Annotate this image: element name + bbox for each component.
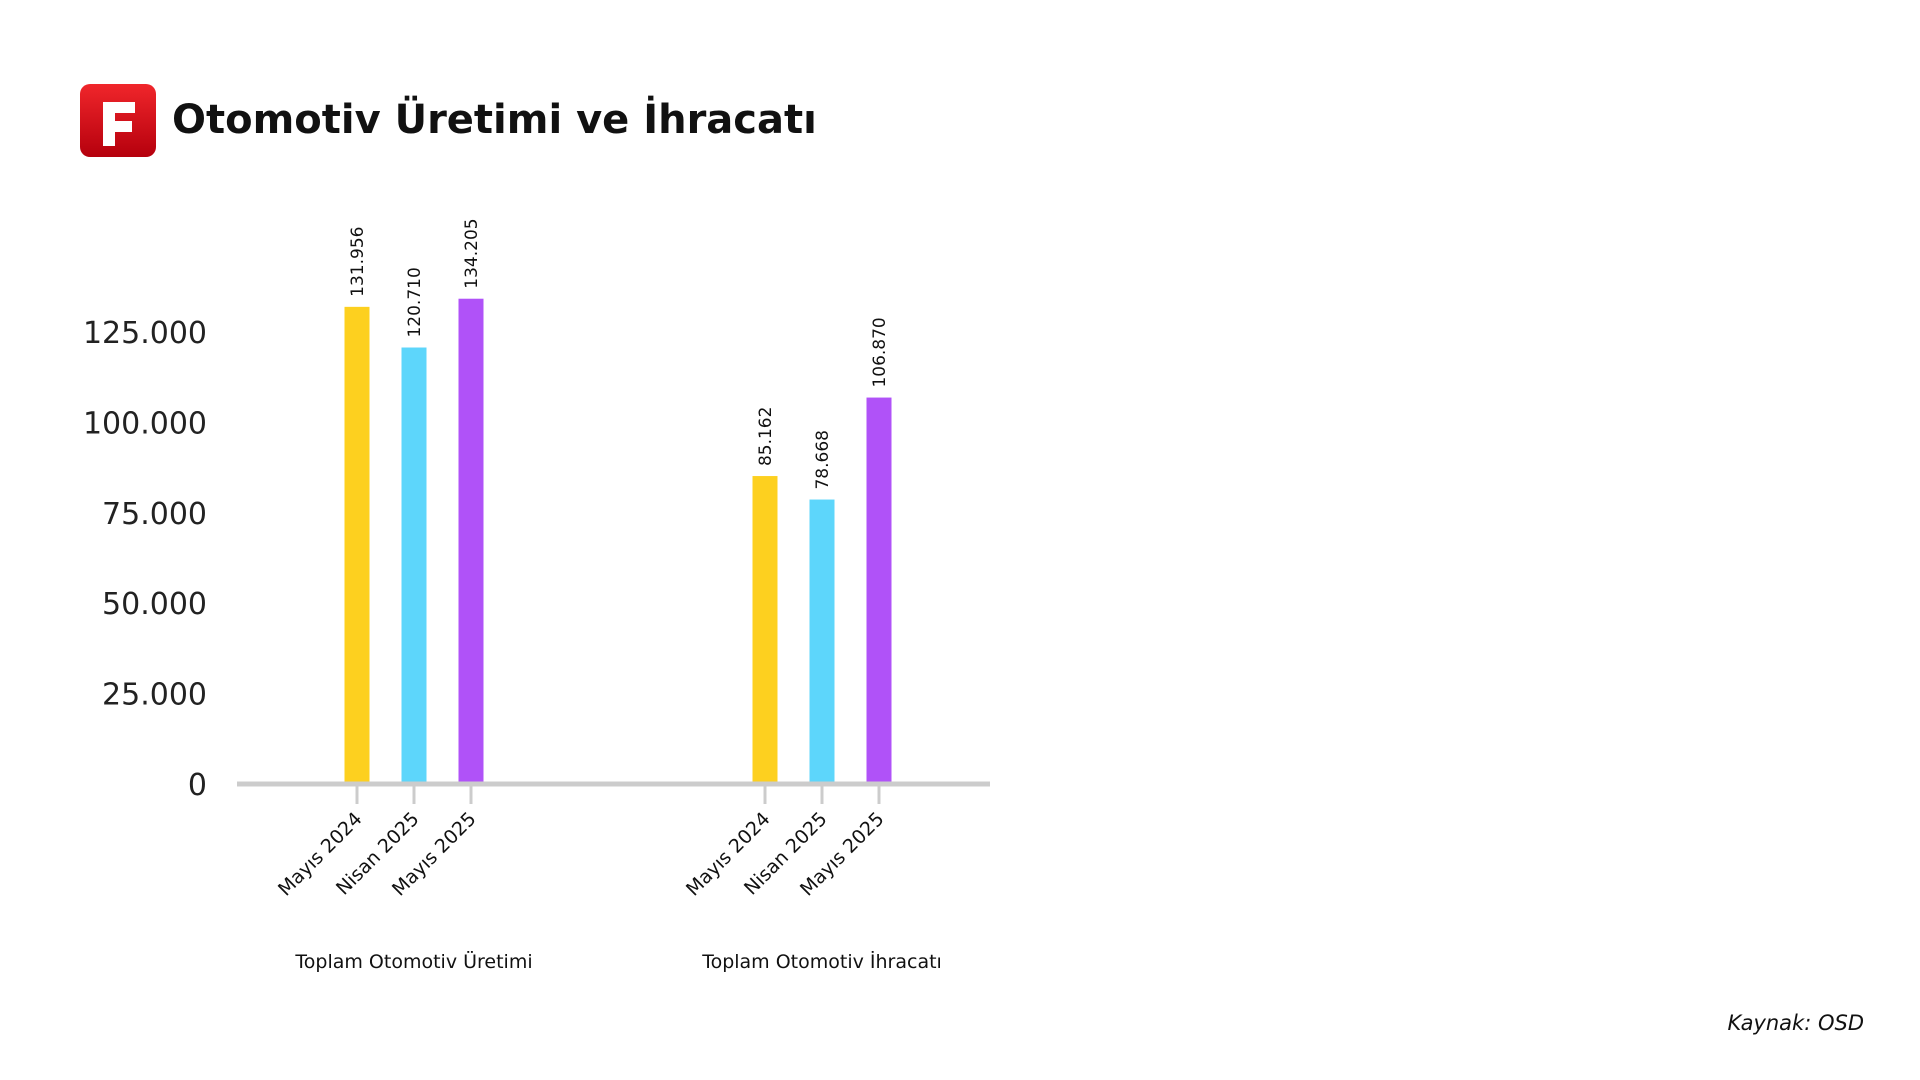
value-label: 120.710: [405, 267, 425, 337]
group-label: Toplam Otomotiv İhracatı: [701, 950, 942, 973]
y-tick-label: 100.000: [83, 406, 207, 441]
y-tick-label: 0: [188, 768, 207, 803]
value-label: 78.668: [813, 430, 833, 489]
y-tick-label: 125.000: [83, 316, 207, 351]
bar: [401, 347, 427, 784]
bar: [752, 476, 778, 784]
bar: [344, 306, 370, 784]
y-tick-label: 75.000: [102, 497, 207, 532]
chart-title: Otomotiv Üretimi ve İhracatı: [172, 95, 817, 143]
value-label: 85.162: [756, 407, 776, 466]
logo: [80, 84, 156, 157]
value-label: 106.870: [870, 317, 890, 387]
y-tick-label: 25.000: [102, 678, 207, 713]
value-label: 134.205: [462, 218, 482, 288]
bar: [866, 397, 892, 784]
y-tick-label: 50.000: [102, 587, 207, 622]
bar: [809, 499, 835, 784]
value-label: 131.956: [348, 227, 368, 297]
source: Kaynak: OSD: [1728, 1011, 1864, 1035]
bar: [458, 298, 484, 784]
group-label: Toplam Otomotiv Üretimi: [294, 950, 532, 973]
logo-letter: [103, 102, 135, 146]
